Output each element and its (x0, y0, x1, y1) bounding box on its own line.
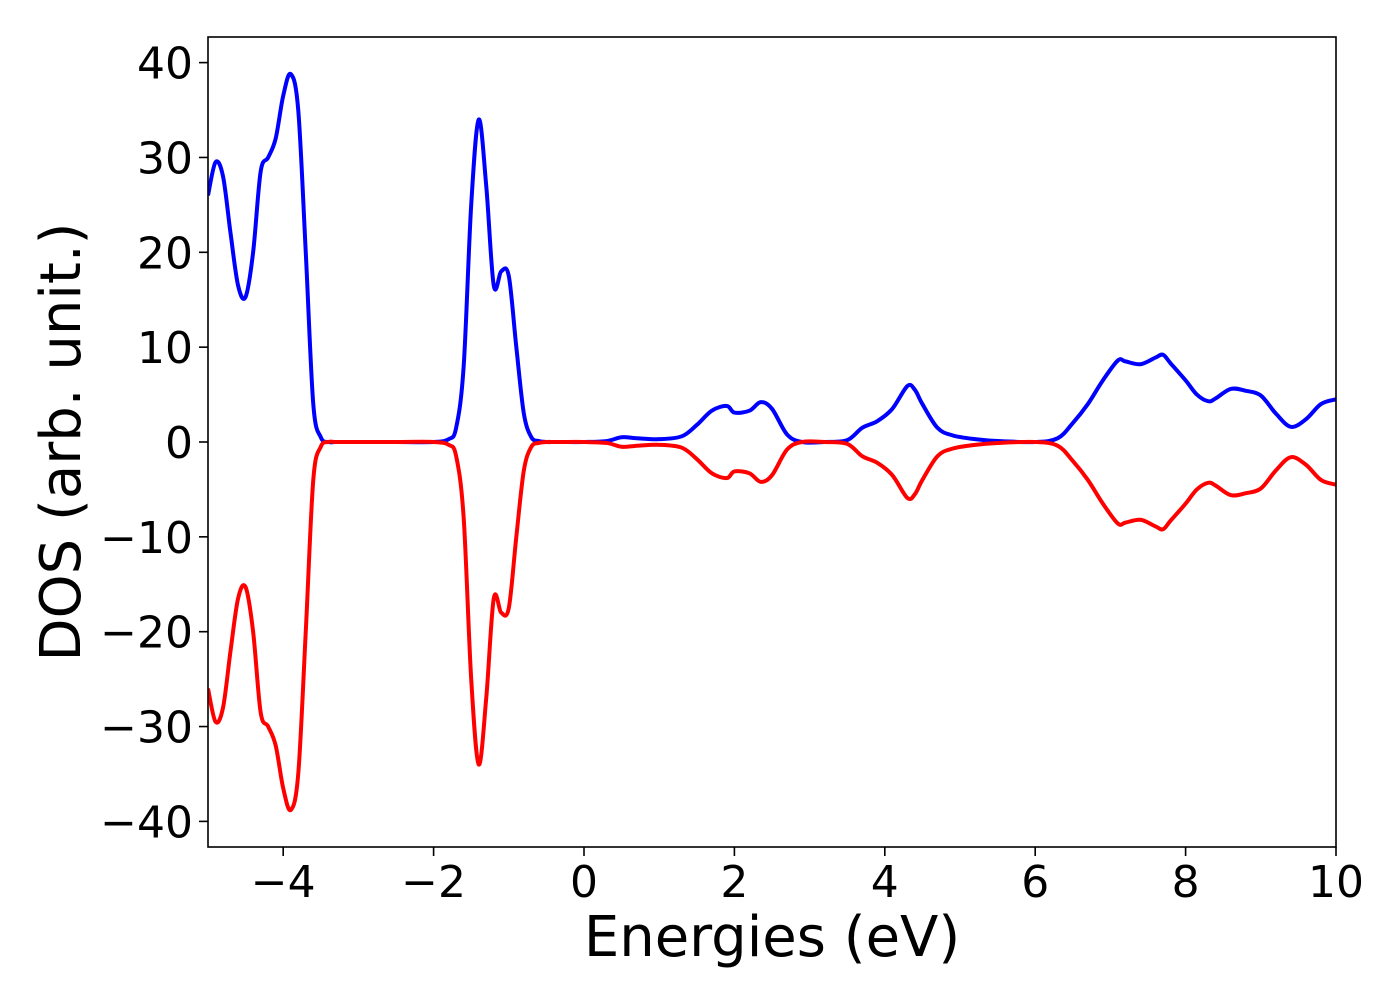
x-tick-label: 6 (1021, 857, 1049, 908)
series-line-2 (208, 439, 1336, 813)
y-tick-label: 40 (137, 39, 193, 90)
x-tick-label: 2 (720, 857, 748, 908)
y-tick-label: −30 (100, 703, 193, 754)
y-tick-label: 0 (165, 418, 193, 469)
series-layer (208, 71, 1336, 813)
y-tick-label: 10 (137, 323, 193, 374)
x-tick-label: 8 (1172, 857, 1200, 908)
y-tick-label: −20 (100, 608, 193, 659)
series-line-1 (208, 71, 1336, 445)
x-tick-label: 10 (1308, 857, 1364, 908)
y-axis-title: DOS (arb. unit.) (29, 222, 94, 661)
x-tick-label: 0 (570, 857, 598, 908)
x-tick-label: −2 (401, 857, 466, 908)
x-axis-title: Energies (eV) (584, 905, 960, 970)
y-tick-label: 30 (137, 133, 193, 184)
y-tick-label: −40 (100, 797, 193, 848)
y-tick-label: −10 (100, 513, 193, 564)
x-tick-label: −4 (251, 857, 316, 908)
y-tick-label: 20 (137, 228, 193, 279)
x-tick-label: 4 (871, 857, 899, 908)
